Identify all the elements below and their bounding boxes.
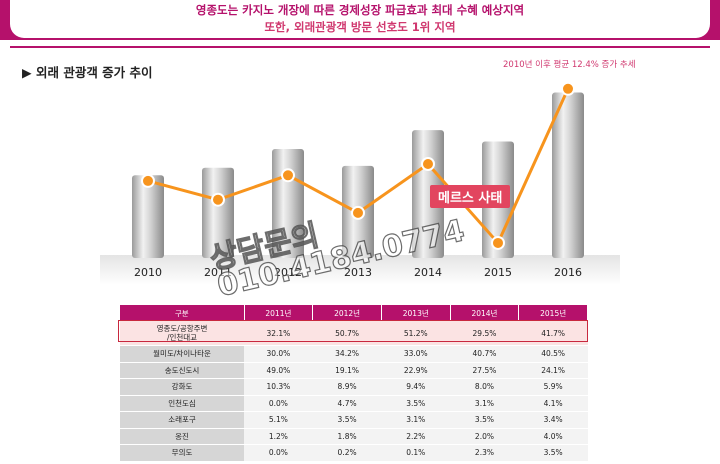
table-row: 강화도 10.3% 8.9% 9.4% 8.0% 5.9% [120, 378, 588, 396]
table-cell: 40.7% [450, 345, 519, 363]
table-cell: 4.7% [312, 395, 382, 412]
table-cell: 3.5% [518, 444, 588, 462]
table-row-label: 옹진 [120, 428, 245, 445]
bar-2014 [412, 130, 444, 258]
trend-point-2012 [281, 168, 295, 183]
trend-point-2016 [561, 81, 575, 96]
trend-point-2011 [211, 192, 225, 207]
table-header-cell: 구분 [120, 305, 245, 321]
table-row: 월미도/차이나타운 30.0% 34.2% 33.0% 40.7% 40.5% [120, 345, 588, 363]
bar-2012 [272, 148, 304, 258]
table-cell: 5.9% [518, 378, 588, 396]
table-cell: 2.3% [450, 444, 519, 462]
table-cell: 4.0% [518, 428, 588, 445]
table-cell: 24.1% [518, 362, 588, 379]
table-cell: 33.0% [381, 345, 451, 363]
bar-2010 [132, 175, 164, 258]
table-header-cell: 2012년 [312, 305, 382, 321]
table-cell: 1.8% [312, 428, 382, 445]
table-header-cell: 2014년 [450, 305, 520, 321]
table-header-row: 구분 2011년 2012년 2013년 2014년 2015년 [120, 305, 588, 321]
year-label-2014: 2014 [414, 266, 442, 279]
table-cell: 3.4% [518, 411, 588, 429]
year-label-2016: 2016 [554, 266, 582, 279]
headline-banner: 영종도는 카지노 개장에 따른 경제성장 파급효과 최대 수혜 예상지역 또한,… [10, 0, 710, 38]
table-cell: 30.0% [244, 345, 313, 363]
table-cell: 8.9% [312, 378, 382, 396]
mers-label: 메르스 사태 [430, 185, 511, 208]
table-cell: 0.1% [381, 444, 451, 462]
trend-point-2015 [491, 235, 505, 250]
trend-point-2013 [351, 205, 365, 220]
table-cell: 27.5% [450, 362, 519, 379]
table-row: 소래포구 5.1% 3.5% 3.1% 3.5% 3.4% [120, 411, 588, 429]
table-cell: 3.5% [312, 411, 382, 429]
table-cell: 32.1% [244, 321, 313, 346]
table-cell: 34.2% [312, 345, 382, 363]
table-row: 인천도심 0.0% 4.7% 3.5% 3.1% 4.1% [120, 395, 588, 412]
table-header-cell: 2015년 [518, 305, 588, 321]
table-cell: 2.2% [381, 428, 451, 445]
table-row: 무의도 0.0% 0.2% 0.1% 2.3% 3.5% [120, 444, 588, 462]
table-cell: 22.9% [381, 362, 451, 379]
table-cell: 8.0% [450, 378, 519, 396]
table-cell: 1.2% [244, 428, 313, 445]
table-row-label: 인천도심 [120, 395, 245, 412]
table-row-label: 영종도/공항주변/인천대교 [120, 321, 245, 346]
table-cell: 3.1% [381, 411, 451, 429]
table-cell: 41.7% [518, 321, 588, 346]
table-row-label: 소래포구 [120, 411, 245, 429]
table-cell: 10.3% [244, 378, 313, 396]
table-cell: 3.1% [450, 395, 519, 412]
year-label-2010: 2010 [134, 266, 162, 279]
chart-floor [100, 255, 620, 285]
table-cell: 5.1% [244, 411, 313, 429]
table-cell: 0.0% [244, 395, 313, 412]
trend-point-2014 [421, 157, 435, 171]
table-cell: 3.5% [381, 395, 451, 412]
table-cell: 50.7% [312, 321, 382, 346]
year-label-2015: 2015 [484, 266, 512, 279]
trend-note: 2010년 이후 평균 12.4% 증가 추세 [503, 60, 636, 70]
table-cell: 9.4% [381, 378, 451, 396]
table-header-cell: 2013년 [381, 305, 451, 321]
table-row: 옹진 1.2% 1.8% 2.2% 2.0% 4.0% [120, 428, 588, 445]
table-cell: 19.1% [312, 362, 382, 379]
table-cell: 40.5% [518, 345, 588, 363]
banner-line2: 또한, 외래관광객 방문 선호도 1위 지역 [264, 20, 456, 34]
table-cell: 51.2% [381, 321, 451, 346]
year-label-2011: 2011 [204, 266, 232, 279]
year-label-2012: 2012 [274, 266, 302, 279]
visitor-share-table: 구분 2011년 2012년 2013년 2014년 2015년 영종도/공항주변/인천대… [120, 305, 588, 462]
bar-2016 [552, 92, 584, 258]
table-cell: 0.0% [244, 444, 313, 462]
table-row-label: 무의도 [120, 444, 245, 462]
table-row: 송도신도시 49.0% 19.1% 22.9% 27.5% 24.1% [120, 362, 588, 379]
year-label-2013: 2013 [344, 266, 372, 279]
table-cell: 3.5% [450, 411, 519, 429]
table-cell: 2.0% [450, 428, 519, 445]
table-cell: 0.2% [312, 444, 382, 462]
table-row-label: 강화도 [120, 378, 245, 396]
bar-2011 [202, 167, 234, 258]
table-cell: 49.0% [244, 362, 313, 379]
table-row-label: 월미도/차이나타운 [120, 345, 245, 363]
banner-line1: 영종도는 카지노 개장에 따른 경제성장 파급효과 최대 수혜 예상지역 [195, 3, 525, 17]
trend-point-2010 [141, 173, 155, 188]
table-header-cell: 2011년 [244, 305, 314, 321]
section-heading: ▶ 외래 관광객 증가 추이 [22, 65, 153, 80]
table-row-label: 송도신도시 [120, 362, 245, 379]
table-cell: 29.5% [450, 321, 519, 346]
table-cell: 4.1% [518, 395, 588, 412]
table-row: 영종도/공항주변/인천대교 32.1% 50.7% 51.2% 29.5% 41.7% [120, 321, 588, 346]
